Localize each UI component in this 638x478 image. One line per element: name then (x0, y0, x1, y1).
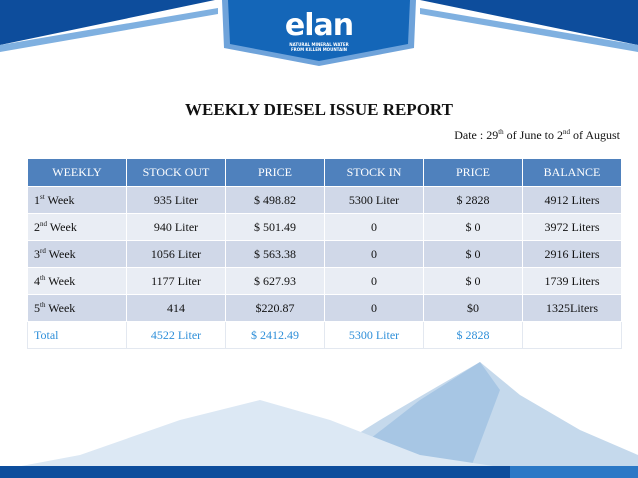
table-row: 2nd Week 940 Liter $ 501.49 0 $ 0 3972 Liters (27, 213, 622, 241)
table-cell: $ 0 (423, 240, 523, 268)
week-cell: 5th Week (27, 294, 127, 322)
table-row: 1st Week 935 Liter $ 498.82 5300 Liter $ 282… (27, 186, 622, 214)
table-cell: 0 (324, 240, 424, 268)
tagline-line: NATURAL MINERAL WATER (289, 42, 349, 47)
week-suffix: th (40, 300, 46, 309)
banner-right-stripe (420, 8, 638, 52)
header-cell: PRICE (225, 158, 325, 187)
week-number: 5 (34, 300, 40, 315)
banner-left (0, 0, 215, 45)
date-text: Date : 29 (454, 128, 499, 142)
total-row: Total 4522 Liter $ 2412.49 5300 Liter $ 2828 (27, 321, 622, 349)
table-cell: 5300 Liter (324, 186, 424, 214)
week-label: Week (47, 192, 75, 207)
week-cell: 2nd Week (27, 213, 127, 241)
week-label: Week (48, 273, 76, 288)
footer-bar (0, 466, 638, 478)
week-number: 2 (34, 219, 40, 234)
week-suffix: rd (40, 246, 46, 255)
footer-accent (510, 466, 638, 478)
table-row: 4th Week 1177 Liter $ 627.93 0 $ 0 1739 Liter… (27, 267, 622, 295)
table-cell: $ 627.93 (225, 267, 325, 295)
table-cell: 1325Liters (522, 294, 622, 322)
total-cell: $ 2412.49 (225, 321, 325, 349)
table-cell: $ 498.82 (225, 186, 325, 214)
table-cell: 3972 Liters (522, 213, 622, 241)
date-sup: nd (562, 128, 570, 136)
date-range: Date : 29th of June to 2nd of August (454, 128, 620, 143)
table-cell: 414 (126, 294, 226, 322)
week-cell: 1st Week (27, 186, 127, 214)
week-number: 3 (34, 246, 40, 261)
logo-name: elan (284, 8, 354, 43)
week-suffix: st (40, 192, 45, 201)
logo-shield (228, 0, 410, 61)
date-sup: th (498, 128, 504, 136)
week-cell: 3rd Week (27, 240, 127, 268)
table-cell: $220.87 (225, 294, 325, 322)
total-cell: 5300 Liter (324, 321, 424, 349)
table-cell: 1177 Liter (126, 267, 226, 295)
table-cell: 935 Liter (126, 186, 226, 214)
banner-left-stripe (0, 8, 218, 52)
header-cell: STOCK OUT (126, 158, 226, 187)
date-text: of June to 2 (506, 128, 563, 142)
total-cell: Total (27, 321, 127, 349)
table-cell: $ 501.49 (225, 213, 325, 241)
table-cell: $ 2828 (423, 186, 523, 214)
table-cell: 1739 Liters (522, 267, 622, 295)
week-number: 4 (34, 273, 40, 288)
table-row: 5th Week 414 $220.87 0 $0 1325Liters (27, 294, 622, 322)
table-row: 3rd Week 1056 Liter $ 563.38 0 $ 0 2916 Liter… (27, 240, 622, 268)
week-suffix: nd (40, 219, 47, 228)
header-cell: PRICE (423, 158, 523, 187)
table-cell: 0 (324, 267, 424, 295)
header-row: WEEKLY STOCK OUT PRICE STOCK IN PRICE BALANCE (27, 158, 622, 187)
date-text: of August (572, 128, 620, 142)
banner-right (420, 0, 638, 45)
header-cell: STOCK IN (324, 158, 424, 187)
report-table: WEEKLY STOCK OUT PRICE STOCK IN PRICE BALANCE… (27, 158, 622, 349)
week-number: 1 (34, 192, 40, 207)
total-cell: 4522 Liter (126, 321, 226, 349)
empty-cell (522, 321, 622, 349)
table-cell: 0 (324, 294, 424, 322)
table-cell: 4912 Liters (522, 186, 622, 214)
table-cell: 2916 Liters (522, 240, 622, 268)
table-cell: $ 563.38 (225, 240, 325, 268)
table-cell: $0 (423, 294, 523, 322)
week-suffix: th (40, 273, 46, 282)
table-cell: 0 (324, 213, 424, 241)
table-cell: $ 0 (423, 267, 523, 295)
week-label: Week (48, 300, 76, 315)
header-cell: BALANCE (522, 158, 622, 187)
week-label: Week (48, 246, 76, 261)
table-cell: $ 0 (423, 213, 523, 241)
logo-tagline: NATURAL MINERAL WATER FROM KILLEN MOUNTA… (286, 42, 352, 52)
total-cell: $ 2828 (423, 321, 523, 349)
report-title: WEEKLY DIESEL ISSUE REPORT (185, 100, 453, 119)
table-cell: 1056 Liter (126, 240, 226, 268)
table-cell: 940 Liter (126, 213, 226, 241)
week-cell: 4th Week (27, 267, 127, 295)
week-label: Week (49, 219, 77, 234)
header-cell: WEEKLY (27, 158, 127, 187)
tagline-line: FROM KILLEN MOUNTAIN (290, 47, 348, 52)
mountain-low (0, 400, 520, 470)
